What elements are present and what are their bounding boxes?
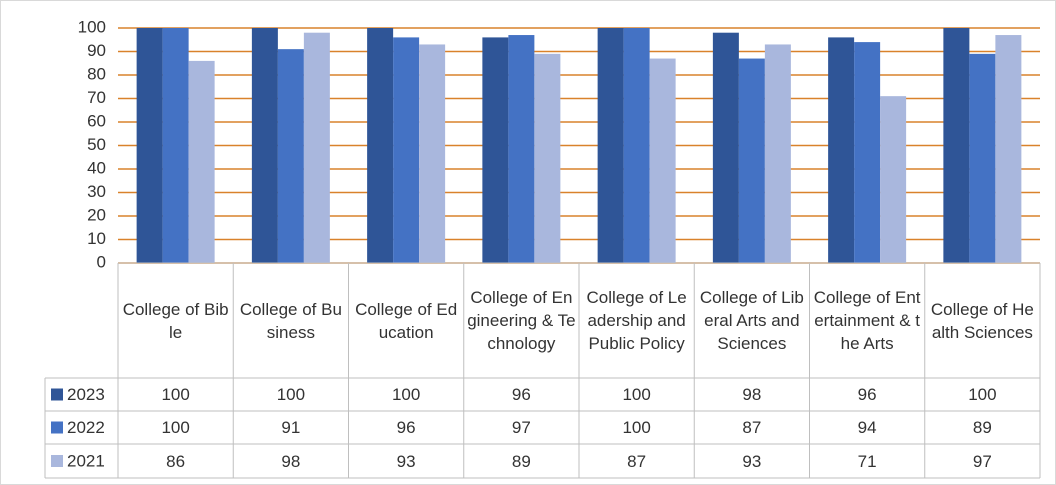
category-label: College of Education xyxy=(355,299,458,342)
table-value: 96 xyxy=(511,385,531,404)
table-value: 96 xyxy=(857,385,877,404)
legend-label: 2022 xyxy=(67,418,105,437)
bar xyxy=(764,44,791,264)
bar xyxy=(303,32,330,264)
bar xyxy=(943,28,970,263)
y-tick-label: 10 xyxy=(87,229,106,248)
bar xyxy=(649,58,676,263)
table-value: 89 xyxy=(511,451,531,471)
table-value: 87 xyxy=(742,418,762,437)
legend-label: 2023 xyxy=(67,385,105,404)
table-value: 98 xyxy=(281,451,301,471)
y-tick-label: 40 xyxy=(87,158,106,177)
table-value: 97 xyxy=(972,451,992,471)
category-label: College of Liberal Arts and Sciences xyxy=(699,288,804,353)
bar xyxy=(188,60,215,264)
y-tick-label: 90 xyxy=(87,41,106,60)
bar xyxy=(712,32,739,264)
bar xyxy=(367,28,394,263)
table-value: 94 xyxy=(857,418,877,437)
category-label: College of Health Sciences xyxy=(930,299,1034,342)
table-value: 93 xyxy=(396,451,416,471)
bar xyxy=(419,44,446,264)
table-value: 97 xyxy=(511,418,531,437)
bar xyxy=(136,28,163,263)
table-value: 91 xyxy=(281,418,301,437)
bar xyxy=(995,35,1022,263)
legend-swatch xyxy=(51,455,63,467)
table-value: 96 xyxy=(396,418,416,437)
bar xyxy=(738,58,765,263)
bar xyxy=(251,28,278,263)
y-tick-label: 80 xyxy=(87,64,106,83)
table-value: 93 xyxy=(742,451,762,471)
bar xyxy=(623,28,650,263)
table-value: 98 xyxy=(742,385,762,404)
legend-label: 2021 xyxy=(67,451,105,470)
table-value: 100 xyxy=(391,385,421,404)
category-label: College of Bible xyxy=(122,299,229,342)
bar xyxy=(508,35,535,263)
category-label: College of Leadership and Public Policy xyxy=(586,288,687,353)
bar xyxy=(828,37,855,264)
category-label: College of Entertainment & the Arts xyxy=(813,288,921,353)
y-tick-label: 20 xyxy=(87,205,106,224)
category-label: College of Business xyxy=(239,299,342,342)
bar xyxy=(393,37,420,264)
table-value: 100 xyxy=(622,418,651,437)
table-value: 89 xyxy=(972,418,992,437)
table-value: 87 xyxy=(627,451,647,471)
table-value: 86 xyxy=(166,451,186,471)
bar xyxy=(854,42,881,263)
table-value: 100 xyxy=(161,385,190,404)
table-value: 100 xyxy=(276,385,306,404)
bar xyxy=(597,28,624,263)
table-value: 71 xyxy=(857,451,877,471)
bar xyxy=(482,37,509,264)
table-value: 100 xyxy=(622,385,651,404)
bar xyxy=(969,53,996,263)
bar xyxy=(162,28,189,263)
table-value: 100 xyxy=(968,385,997,404)
category-label: College of Engineering & Technology xyxy=(467,288,576,353)
y-tick-label: 70 xyxy=(87,88,106,107)
legend-swatch xyxy=(51,388,63,401)
table-value: 100 xyxy=(161,418,190,437)
y-tick-label: 0 xyxy=(97,252,106,271)
y-tick-label: 100 xyxy=(78,17,106,36)
legend-swatch xyxy=(51,421,63,434)
bar xyxy=(277,49,304,264)
y-tick-label: 50 xyxy=(87,135,106,154)
bar xyxy=(534,53,561,263)
bar xyxy=(880,96,907,264)
y-tick-label: 30 xyxy=(87,182,106,201)
y-tick-label: 60 xyxy=(87,111,106,130)
